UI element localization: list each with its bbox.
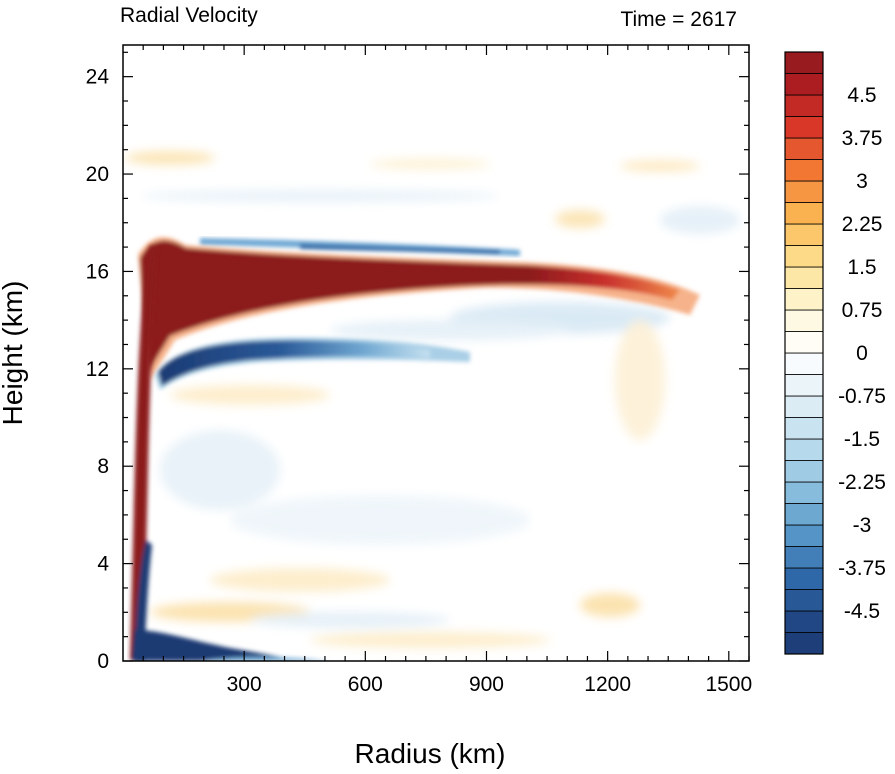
colorbar-segment [784,180,824,203]
colorbar-segment [784,288,824,311]
y-axis-label: Height (km) [0,281,28,426]
colorbar-segment [784,567,824,590]
colorbar-label: 0.75 [842,299,883,322]
x-tick-label: 300 [227,673,262,696]
x-tick-label: 600 [348,673,383,696]
colorbar-segment [784,266,824,289]
colorbar-segment [784,223,824,246]
x-tick-label: 900 [469,673,504,696]
colorbar: 4.5 3.75 3 2.25 1.5 0.75 0 -0.75 -1.5 -2.25 -3 -3.7… [784,51,886,655]
x-axis: 300 600 900 1200 1500 [142,45,752,696]
colorbar-segment [784,331,824,354]
colorbar-segment [784,395,824,418]
y-tick-label: 16 [86,260,109,283]
colorbar-segment [784,524,824,547]
x-axis-label: Radius (km) [355,738,506,769]
plot-frame [122,44,750,662]
y-tick-label: 20 [86,163,109,186]
colorbar-segment [784,503,824,526]
colorbar-segment [784,137,824,160]
colorbar-segment [784,438,824,461]
heatmap-field [123,45,749,661]
colorbar-segment [784,589,824,612]
colorbar-segment [784,546,824,569]
colorbar-segment [784,51,824,74]
y-tick-label: 0 [97,650,109,673]
colorbar-segment [784,202,824,225]
y-tick-label: 4 [97,553,109,576]
colorbar-label: -1.5 [844,428,880,451]
colorbar-segment [784,632,824,655]
colorbar-label: 2.25 [842,213,883,236]
colorbar-label: -3.75 [838,557,886,580]
colorbar-label: 3.75 [842,127,883,150]
y-axis: 0 4 8 12 16 20 24 [86,51,749,673]
y-tick-label: 24 [86,66,110,89]
colorbar-segment [784,309,824,332]
colorbar-label: 1.5 [847,256,876,279]
colorbar-segment [784,352,824,375]
title-left: Radial Velocity [120,4,258,27]
colorbar-segment [784,116,824,139]
y-tick-label: 8 [97,455,109,478]
x-tick-label: 1500 [705,673,752,696]
colorbar-segment [784,481,824,504]
title-right: Time = 2617 [620,8,737,31]
y-tick-label: 12 [86,358,109,381]
colorbar-segment [784,417,824,440]
colorbar-segment [784,374,824,397]
colorbar-label: 3 [856,170,868,193]
colorbar-label: -2.25 [838,471,886,494]
colorbar-segment [784,460,824,483]
x-tick-label: 1200 [584,673,631,696]
colorbar-segment [784,245,824,268]
colorbar-label: 0 [856,342,868,365]
colorbar-segment [784,159,824,182]
colorbar-label: -3 [853,514,872,537]
colorbar-label: -0.75 [838,385,886,408]
colorbar-segment [784,94,824,117]
colorbar-label: -4.5 [844,600,880,623]
colorbar-segment [784,610,824,633]
colorbar-segment [784,73,824,96]
colorbar-label: 4.5 [847,84,876,107]
colorbar-frame [784,51,824,655]
